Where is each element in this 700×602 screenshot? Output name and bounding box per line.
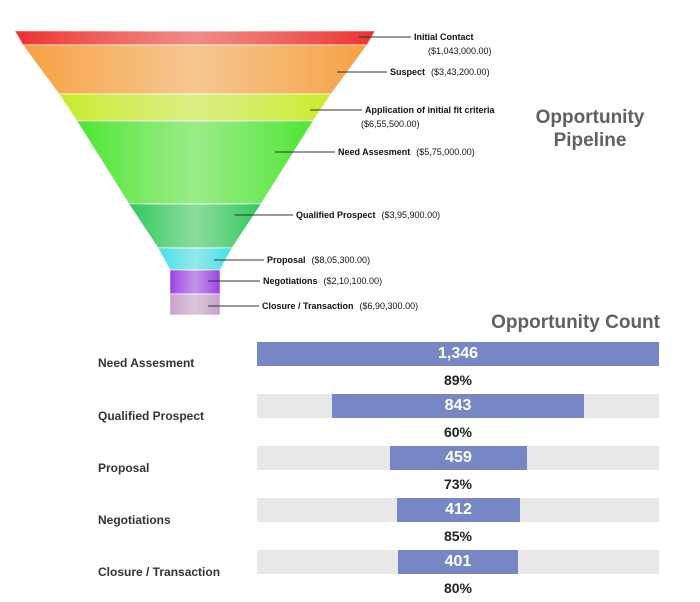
count-row: Qualified Prospect 843 60% bbox=[0, 394, 700, 446]
count-bar: 459 bbox=[390, 446, 527, 470]
funnel-stage-value: ($3,43,200.00) bbox=[431, 67, 490, 77]
funnel-stage-value: ($6,55,500.00) bbox=[361, 119, 420, 129]
funnel-stage-value: ($8,05,300.00) bbox=[312, 255, 371, 265]
funnel-segment-shine bbox=[59, 94, 331, 121]
funnel-stage-label: Negotiations bbox=[263, 276, 318, 286]
funnel-stage-label: Proposal bbox=[267, 255, 306, 265]
count-row: Need Assesment 1,346 89% bbox=[0, 342, 700, 394]
funnel-stage-value: ($2,10,100.00) bbox=[324, 276, 383, 286]
funnel-chart: Initial Contact ($1,043,000.00) Suspect ($3… bbox=[14, 30, 496, 316]
funnel-stage-value: ($3,95,900.00) bbox=[382, 210, 441, 220]
count-row: Closure / Transaction 401 80% bbox=[0, 550, 700, 602]
funnel-segment-shine bbox=[77, 121, 313, 204]
funnel-segment-shine bbox=[15, 31, 375, 45]
count-row-percent: 60% bbox=[443, 424, 473, 440]
funnel-stage-value: ($5,75,000.00) bbox=[416, 147, 475, 157]
count-row-label: Closure / Transaction bbox=[98, 565, 221, 579]
funnel-stage-value: ($6,90,300.00) bbox=[360, 301, 419, 311]
count-row-percent: 73% bbox=[443, 476, 473, 492]
funnel-title: Opportunity Pipeline bbox=[535, 107, 645, 151]
count-row-percent: 80% bbox=[443, 580, 473, 596]
count-row-label: Need Assesment bbox=[98, 356, 195, 370]
funnel-segment-shine bbox=[170, 270, 220, 294]
funnel-stage-label: Initial Contact bbox=[414, 32, 474, 42]
count-row: Negotiations 412 85% bbox=[0, 498, 700, 550]
funnel-stage-label: Application of initial fit criteria bbox=[365, 105, 496, 115]
count-bar-track: 1,346 bbox=[257, 342, 659, 366]
count-bar-track: 843 bbox=[257, 394, 659, 418]
count-bar-track: 459 bbox=[257, 446, 659, 470]
count-row-percent: 85% bbox=[443, 528, 473, 544]
count-chart-title: Opportunity Count bbox=[491, 312, 660, 333]
funnel-segment-shine bbox=[23, 45, 367, 94]
count-bar: 401 bbox=[398, 550, 518, 574]
funnel-stage-label: Closure / Transaction bbox=[262, 301, 354, 311]
count-bar: 1,346 bbox=[257, 342, 659, 366]
count-row-percent: 89% bbox=[443, 372, 473, 388]
count-bar: 843 bbox=[332, 394, 584, 418]
count-row-label: Negotiations bbox=[98, 513, 171, 527]
count-bar-track: 401 bbox=[257, 550, 659, 574]
funnel-segment-shine bbox=[170, 294, 220, 315]
funnel-stage-label: Qualified Prospect bbox=[296, 210, 376, 220]
count-bar-track: 412 bbox=[257, 498, 659, 522]
funnel-stage-label: Suspect bbox=[390, 67, 425, 77]
funnel-stage-value: ($1,043,000.00) bbox=[428, 46, 492, 56]
count-row-label: Proposal bbox=[98, 461, 150, 475]
count-row-label: Qualified Prospect bbox=[98, 409, 205, 423]
count-row: Proposal 459 73% bbox=[0, 446, 700, 498]
funnel-segment-shine bbox=[129, 204, 261, 248]
funnel-segment-shine bbox=[158, 248, 232, 270]
funnel-stage-label: Need Assesment bbox=[338, 147, 410, 157]
count-bar: 412 bbox=[397, 498, 520, 522]
